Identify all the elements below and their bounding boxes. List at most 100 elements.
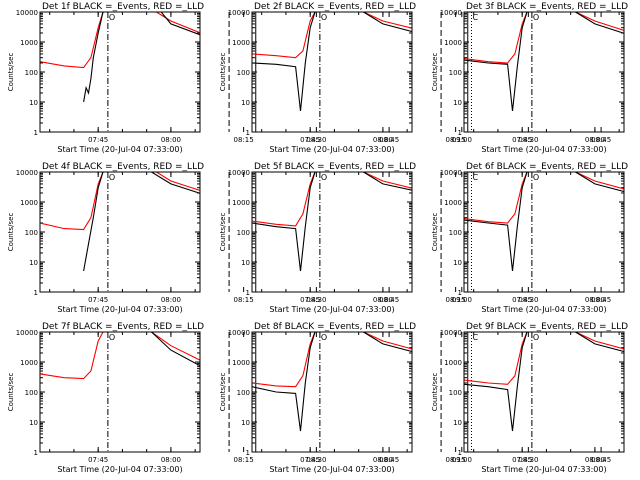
series-line-events — [83, 172, 200, 272]
y-tick-label: 10000 — [228, 9, 250, 17]
panel-title: Det 3f BLACK =_Events, RED =_LLD — [466, 2, 628, 12]
plot-frame — [463, 171, 625, 293]
y-tick-label: 100 — [449, 389, 462, 397]
x-axis-label: Start Time (20-Jul-04 07:33:00) — [57, 465, 182, 474]
plot-frame — [251, 11, 413, 133]
plot-frame — [39, 11, 201, 133]
y-tick-label: 10 — [29, 99, 38, 107]
plot-frame — [251, 171, 413, 293]
y-tick-label: 10 — [241, 99, 250, 107]
y-tick-label: 1000 — [20, 199, 38, 207]
x-tick-label: 08:00 — [585, 456, 605, 464]
panel-title: Det 8f BLACK =_Events, RED =_LLD — [254, 322, 416, 332]
x-tick-label: 08:45 — [591, 296, 611, 304]
corner-marker: O — [109, 333, 115, 342]
x-axis-label: Start Time (20-Jul-04 07:33:00) — [57, 145, 182, 154]
x-axis-label: Start Time (20-Jul-04 07:33:00) — [269, 145, 394, 154]
x-tick-label: 09:00 — [452, 456, 472, 464]
y-tick-label: 1 — [458, 289, 462, 297]
x-tick-label: 07:45 — [300, 136, 320, 144]
y-tick-label: 100 — [237, 389, 250, 397]
y-tick-label: 1000 — [232, 199, 250, 207]
y-tick-label: 10000 — [440, 169, 462, 177]
panel-title: Det 9f BLACK =_Events, RED =_LLD — [466, 322, 628, 332]
y-tick-label: 100 — [25, 389, 38, 397]
corner-marker: O — [109, 13, 115, 22]
corner-marker: O — [321, 13, 327, 22]
panel-title: Det 4f BLACK =_Events, RED =_LLD — [42, 162, 204, 172]
x-tick-label: 07:45 — [512, 136, 532, 144]
series-line-events — [464, 172, 624, 272]
y-tick-label: 100 — [449, 69, 462, 77]
y-tick-label: 1000 — [444, 39, 462, 47]
x-axis-label: Start Time (20-Jul-04 07:33:00) — [481, 305, 606, 314]
y-tick-label: 10000 — [16, 9, 38, 17]
x-tick-label: 08:00 — [161, 296, 181, 304]
corner-marker: O — [321, 173, 327, 182]
x-tick-label: 08:00 — [373, 296, 393, 304]
x-tick-label: 08:30 — [306, 456, 326, 464]
plot-frame — [463, 331, 625, 453]
corner-marker: C — [473, 333, 479, 342]
x-axis-label: Start Time (20-Jul-04 07:33:00) — [269, 465, 394, 474]
plot-panel-det-1: Det 1f BLACK =_Events, RED =_LLD Counts/s… — [7, 2, 479, 154]
y-axis-label: Counts/sec — [431, 373, 439, 412]
x-tick-label: 07:45 — [512, 456, 532, 464]
x-tick-label: 08:30 — [518, 456, 538, 464]
series-line-events — [103, 332, 200, 367]
x-axis-label: Start Time (20-Jul-04 07:33:00) — [57, 305, 182, 314]
series-line-events — [252, 12, 412, 112]
x-tick-label: 07:45 — [300, 456, 320, 464]
plot-panel-det-9: Det 9f BLACK =_Events, RED =_LLD Counts/s… — [431, 322, 628, 474]
series-line-lld — [252, 172, 412, 227]
x-tick-label: 08:00 — [373, 136, 393, 144]
panel-title: Det 5f BLACK =_Events, RED =_LLD — [254, 162, 416, 172]
x-tick-label: 08:15 — [234, 456, 254, 464]
x-tick-label: 08:00 — [585, 136, 605, 144]
corner-marker: O — [109, 173, 115, 182]
plot-frame — [463, 11, 625, 133]
y-tick-label: 10 — [453, 419, 462, 427]
panel-title: Det 6f BLACK =_Events, RED =_LLD — [466, 162, 628, 172]
y-tick-label: 10000 — [228, 169, 250, 177]
plot-frame — [39, 331, 201, 453]
plot-frame — [251, 331, 413, 453]
plot-panel-det-2: Det 2f BLACK =_Events, RED =_LLD Counts/s… — [219, 2, 611, 154]
x-tick-label: 08:15 — [446, 296, 466, 304]
series-line-lld — [252, 332, 412, 388]
y-tick-label: 1 — [34, 129, 38, 137]
plot-frame — [39, 171, 201, 293]
x-axis-label: Start Time (20-Jul-04 07:33:00) — [481, 465, 606, 474]
x-tick-label: 07:45 — [88, 456, 108, 464]
x-tick-label: 08:00 — [161, 456, 181, 464]
y-tick-label: 1 — [34, 449, 38, 457]
y-axis-label: Counts/sec — [7, 53, 15, 92]
y-tick-label: 100 — [237, 229, 250, 237]
x-tick-label: 08:45 — [591, 456, 611, 464]
x-axis-label: Start Time (20-Jul-04 07:33:00) — [269, 305, 394, 314]
y-tick-label: 1 — [246, 129, 250, 137]
panel-title: Det 2f BLACK =_Events, RED =_LLD — [254, 2, 416, 12]
corner-marker: C — [473, 13, 479, 22]
panel-title: Det 1f BLACK =_Events, RED =_LLD — [42, 2, 204, 12]
y-tick-label: 1000 — [20, 359, 38, 367]
x-tick-label: 08:00 — [585, 296, 605, 304]
x-tick-label: 08:45 — [379, 456, 399, 464]
series-line-lld — [40, 332, 200, 380]
series-line-events — [83, 12, 200, 103]
y-tick-label: 10 — [241, 419, 250, 427]
y-axis-label: Counts/sec — [431, 213, 439, 252]
y-tick-label: 10 — [453, 259, 462, 267]
y-tick-label: 1000 — [444, 199, 462, 207]
y-tick-label: 10000 — [228, 329, 250, 337]
x-tick-label: 08:15 — [234, 296, 254, 304]
y-axis-label: Counts/sec — [7, 373, 15, 412]
corner-marker: O — [533, 13, 539, 22]
series-line-lld — [464, 172, 624, 224]
y-tick-label: 100 — [449, 229, 462, 237]
y-tick-label: 1 — [246, 449, 250, 457]
y-axis-label: Counts/sec — [219, 213, 227, 252]
y-tick-label: 1 — [246, 289, 250, 297]
y-tick-label: 10000 — [16, 329, 38, 337]
